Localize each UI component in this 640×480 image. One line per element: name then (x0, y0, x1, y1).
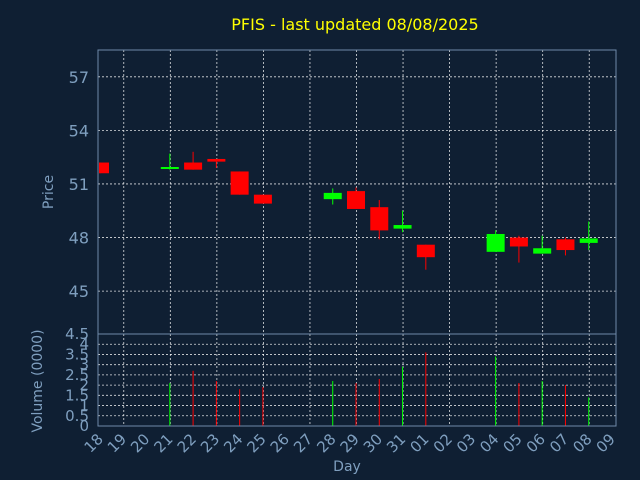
candle-body (184, 162, 203, 170)
candle-body (579, 238, 598, 243)
candle-body (533, 248, 552, 254)
x-tick-label: 09 (593, 430, 619, 456)
candle-body (509, 237, 528, 247)
candle-body (486, 233, 505, 252)
candle-body (393, 225, 412, 229)
price-gridlines (98, 50, 616, 334)
volume-y-tick-label: 4 (79, 335, 89, 353)
price-y-tick-label: 57 (69, 68, 89, 87)
volume-y-tick-label: 1 (79, 397, 89, 415)
volume-bars (169, 352, 590, 426)
candle-body (230, 171, 249, 195)
candle-body (416, 244, 435, 258)
volume-y-tick-label: 0 (79, 417, 89, 435)
price-y-tick-label: 48 (69, 229, 89, 248)
candle-body (253, 194, 272, 204)
volume-y-tick-label: 3.5 (65, 345, 89, 363)
volume-y-tick-labels: 4.543.532.521.510.50 (65, 325, 89, 435)
volume-y-tick-label: 3 (79, 356, 89, 374)
candle-body (99, 162, 109, 174)
x-axis-label: Day (333, 459, 361, 475)
volume-gridlines (98, 333, 616, 427)
price-axis-label: Price (41, 175, 57, 209)
volume-y-tick-label: 1.5 (65, 386, 89, 404)
price-candles (99, 151, 598, 270)
price-y-tick-label: 54 (69, 121, 89, 140)
x-tick-labels: 1819202122232425262728293031010203040506… (81, 430, 619, 456)
candle-body (323, 192, 342, 200)
volume-panel-frame (97, 333, 617, 427)
volume-y-tick-label: 2 (79, 376, 89, 394)
volume-axis-label: Volume (0000) (30, 329, 46, 432)
price-y-tick-label: 45 (69, 282, 89, 301)
price-y-tick-label: 51 (69, 175, 89, 194)
volume-y-tick-label: 4.5 (65, 325, 89, 343)
chart-title: PFIS - last updated 08/08/2025 (231, 15, 478, 34)
volume-y-tick-label: 0.5 (65, 407, 89, 425)
candle-body (207, 158, 226, 162)
candle-body (160, 166, 179, 169)
volume-y-tick-label: 2.5 (65, 366, 89, 384)
candle-body (556, 239, 575, 251)
candle-body (347, 191, 365, 209)
candle-body (370, 207, 389, 231)
price-y-tick-labels: 57 54 51 48 45 (69, 68, 89, 301)
